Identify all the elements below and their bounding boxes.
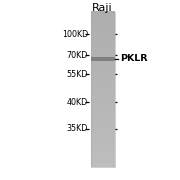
Text: Raji: Raji <box>92 3 113 13</box>
Bar <box>91 96 115 99</box>
Bar <box>91 35 115 37</box>
Bar <box>91 60 115 62</box>
Bar <box>91 149 115 151</box>
Bar <box>91 58 115 60</box>
Bar <box>91 153 115 155</box>
Bar <box>91 98 115 101</box>
Bar <box>91 50 115 52</box>
Bar <box>91 39 115 41</box>
Text: 100KD: 100KD <box>62 30 88 39</box>
Bar <box>91 15 115 17</box>
Text: 55KD: 55KD <box>67 70 88 79</box>
Bar <box>91 127 115 130</box>
Bar <box>91 52 115 54</box>
Bar <box>91 62 115 64</box>
Bar <box>91 12 115 166</box>
Bar <box>91 44 115 46</box>
Bar <box>91 151 115 153</box>
Bar <box>91 139 115 141</box>
Bar <box>91 162 115 165</box>
Bar <box>91 164 115 166</box>
Bar <box>91 110 115 112</box>
Bar <box>91 33 115 35</box>
Bar <box>91 68 115 70</box>
Bar <box>91 156 115 159</box>
Bar <box>91 135 115 138</box>
Bar <box>91 17 115 19</box>
Bar <box>91 93 115 95</box>
Text: 70KD: 70KD <box>67 51 88 60</box>
Bar <box>91 112 115 114</box>
Bar <box>91 145 115 147</box>
Bar <box>91 143 115 145</box>
Bar <box>91 21 115 23</box>
Bar <box>91 129 115 132</box>
Bar <box>91 102 115 105</box>
Bar <box>91 64 115 66</box>
Bar <box>91 89 115 91</box>
Bar <box>91 158 115 161</box>
Bar <box>91 25 115 27</box>
Bar <box>91 120 115 122</box>
Bar <box>91 124 115 126</box>
Bar <box>91 69 115 72</box>
Bar <box>91 131 115 134</box>
Bar <box>91 37 115 39</box>
Bar <box>91 137 115 140</box>
Bar <box>91 87 115 89</box>
Bar <box>91 46 115 48</box>
Text: 40KD: 40KD <box>67 98 88 107</box>
Bar <box>91 125 115 128</box>
Bar <box>91 94 115 97</box>
Bar <box>91 56 115 58</box>
Bar <box>91 23 115 25</box>
Bar <box>91 71 115 74</box>
Bar <box>91 48 115 50</box>
Bar <box>91 54 115 56</box>
Bar <box>91 13 115 16</box>
Bar <box>91 160 115 163</box>
Text: PKLR: PKLR <box>121 54 148 63</box>
Bar <box>91 122 115 124</box>
Bar <box>91 100 115 103</box>
Bar <box>91 27 115 29</box>
Bar <box>91 118 115 120</box>
Bar <box>91 75 115 77</box>
Bar <box>91 40 115 43</box>
Bar <box>91 66 115 68</box>
Bar <box>91 42 115 45</box>
Bar <box>91 133 115 136</box>
Bar <box>91 116 115 118</box>
Bar <box>91 147 115 149</box>
Bar <box>91 141 115 143</box>
Bar <box>91 108 115 110</box>
Bar <box>91 57 115 61</box>
Bar <box>91 154 115 157</box>
Bar <box>91 79 115 81</box>
Text: 35KD: 35KD <box>67 124 88 133</box>
Bar <box>91 19 115 21</box>
Bar <box>91 91 115 93</box>
Bar <box>91 29 115 31</box>
Bar <box>91 31 115 33</box>
Bar <box>91 11 115 14</box>
Bar <box>91 73 115 76</box>
Bar <box>91 77 115 79</box>
Bar <box>91 85 115 87</box>
Bar <box>91 83 115 85</box>
Bar <box>91 106 115 108</box>
Bar <box>91 81 115 83</box>
Bar <box>91 104 115 107</box>
Bar <box>91 114 115 116</box>
